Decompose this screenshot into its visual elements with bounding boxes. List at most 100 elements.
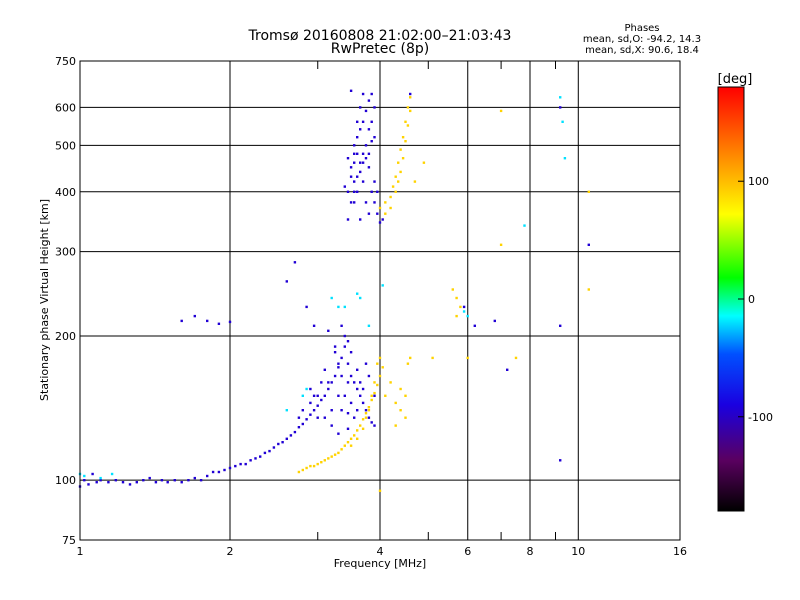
data-point [228,320,232,324]
data-point [384,201,387,204]
data-point [346,381,350,384]
y-tick-label: 300 [55,246,76,259]
data-point [337,394,340,397]
data-point [87,483,90,486]
x-tick-label: 4 [377,545,384,558]
data-point [367,166,371,169]
data-point [373,136,376,139]
data-point [301,422,304,426]
data-point [356,387,359,391]
data-point [206,319,209,323]
y-tick-label: 600 [55,101,76,114]
data-point [370,394,373,397]
data-point [340,409,343,412]
data-point [359,170,362,174]
data-point [356,136,359,139]
data-point [406,106,410,109]
data-point [316,404,319,407]
data-point [349,201,353,204]
data-point [99,479,102,482]
data-point [346,362,350,365]
data-point [83,474,86,478]
data-point [378,356,382,360]
data-point [361,387,365,391]
data-point [359,296,362,300]
data-point [356,437,359,440]
data-point [370,421,373,424]
y-axis-label: Stationary phase Virtual Height [km] [38,199,51,401]
data-point [401,136,405,139]
data-point [356,190,359,193]
data-point [361,418,365,421]
data-point [173,479,176,482]
data-point [356,120,359,123]
data-point [337,362,340,365]
data-points [78,89,590,492]
data-point [353,144,356,147]
data-point [193,314,196,318]
data-point [359,161,362,164]
x-tick-label: 8 [527,545,534,558]
data-point [135,481,138,484]
data-point [373,391,376,395]
data-point [404,140,407,143]
data-point [114,479,117,482]
data-point [343,444,346,447]
data-point [180,319,183,323]
data-point [466,314,469,318]
data-point [367,406,371,409]
data-point [309,401,312,405]
data-point [217,322,221,325]
data-point [559,324,562,327]
data-point [259,455,262,458]
data-point [142,479,145,482]
data-point [323,459,326,462]
data-point [217,470,221,474]
data-point [373,381,376,384]
data-point [337,432,340,435]
data-point [373,394,376,397]
data-point [343,305,346,309]
data-point [346,441,350,444]
data-point [353,180,356,183]
data-point [211,470,215,474]
data-point [376,190,379,193]
data-point [312,394,316,397]
data-point [327,329,330,332]
data-point [305,418,308,421]
data-point [309,464,312,468]
data-point [301,394,304,397]
data-point [83,479,86,482]
data-point [394,401,397,405]
data-point [268,449,271,453]
data-point [346,340,350,343]
data-point [364,416,368,419]
data-point [312,324,316,327]
data-point [404,416,407,419]
data-point [337,366,340,369]
data-point [349,374,353,378]
data-point [309,413,312,416]
data-point [376,383,379,387]
data-point [305,466,308,470]
data-point [301,409,304,412]
data-point [327,457,330,460]
data-point [462,305,466,309]
data-point [514,356,518,360]
data-point [297,426,301,429]
data-point [333,351,337,354]
data-point [343,185,346,188]
y-tick-label: 200 [55,330,76,343]
data-point [353,381,356,384]
x-tick-label: 2 [227,545,234,558]
data-point [356,368,359,371]
data-point [356,175,359,178]
data-point [349,166,353,169]
data-point [563,157,567,160]
data-point [353,434,356,437]
data-point [409,109,412,113]
data-point [384,394,387,397]
data-point [228,466,232,470]
data-point [367,128,371,131]
